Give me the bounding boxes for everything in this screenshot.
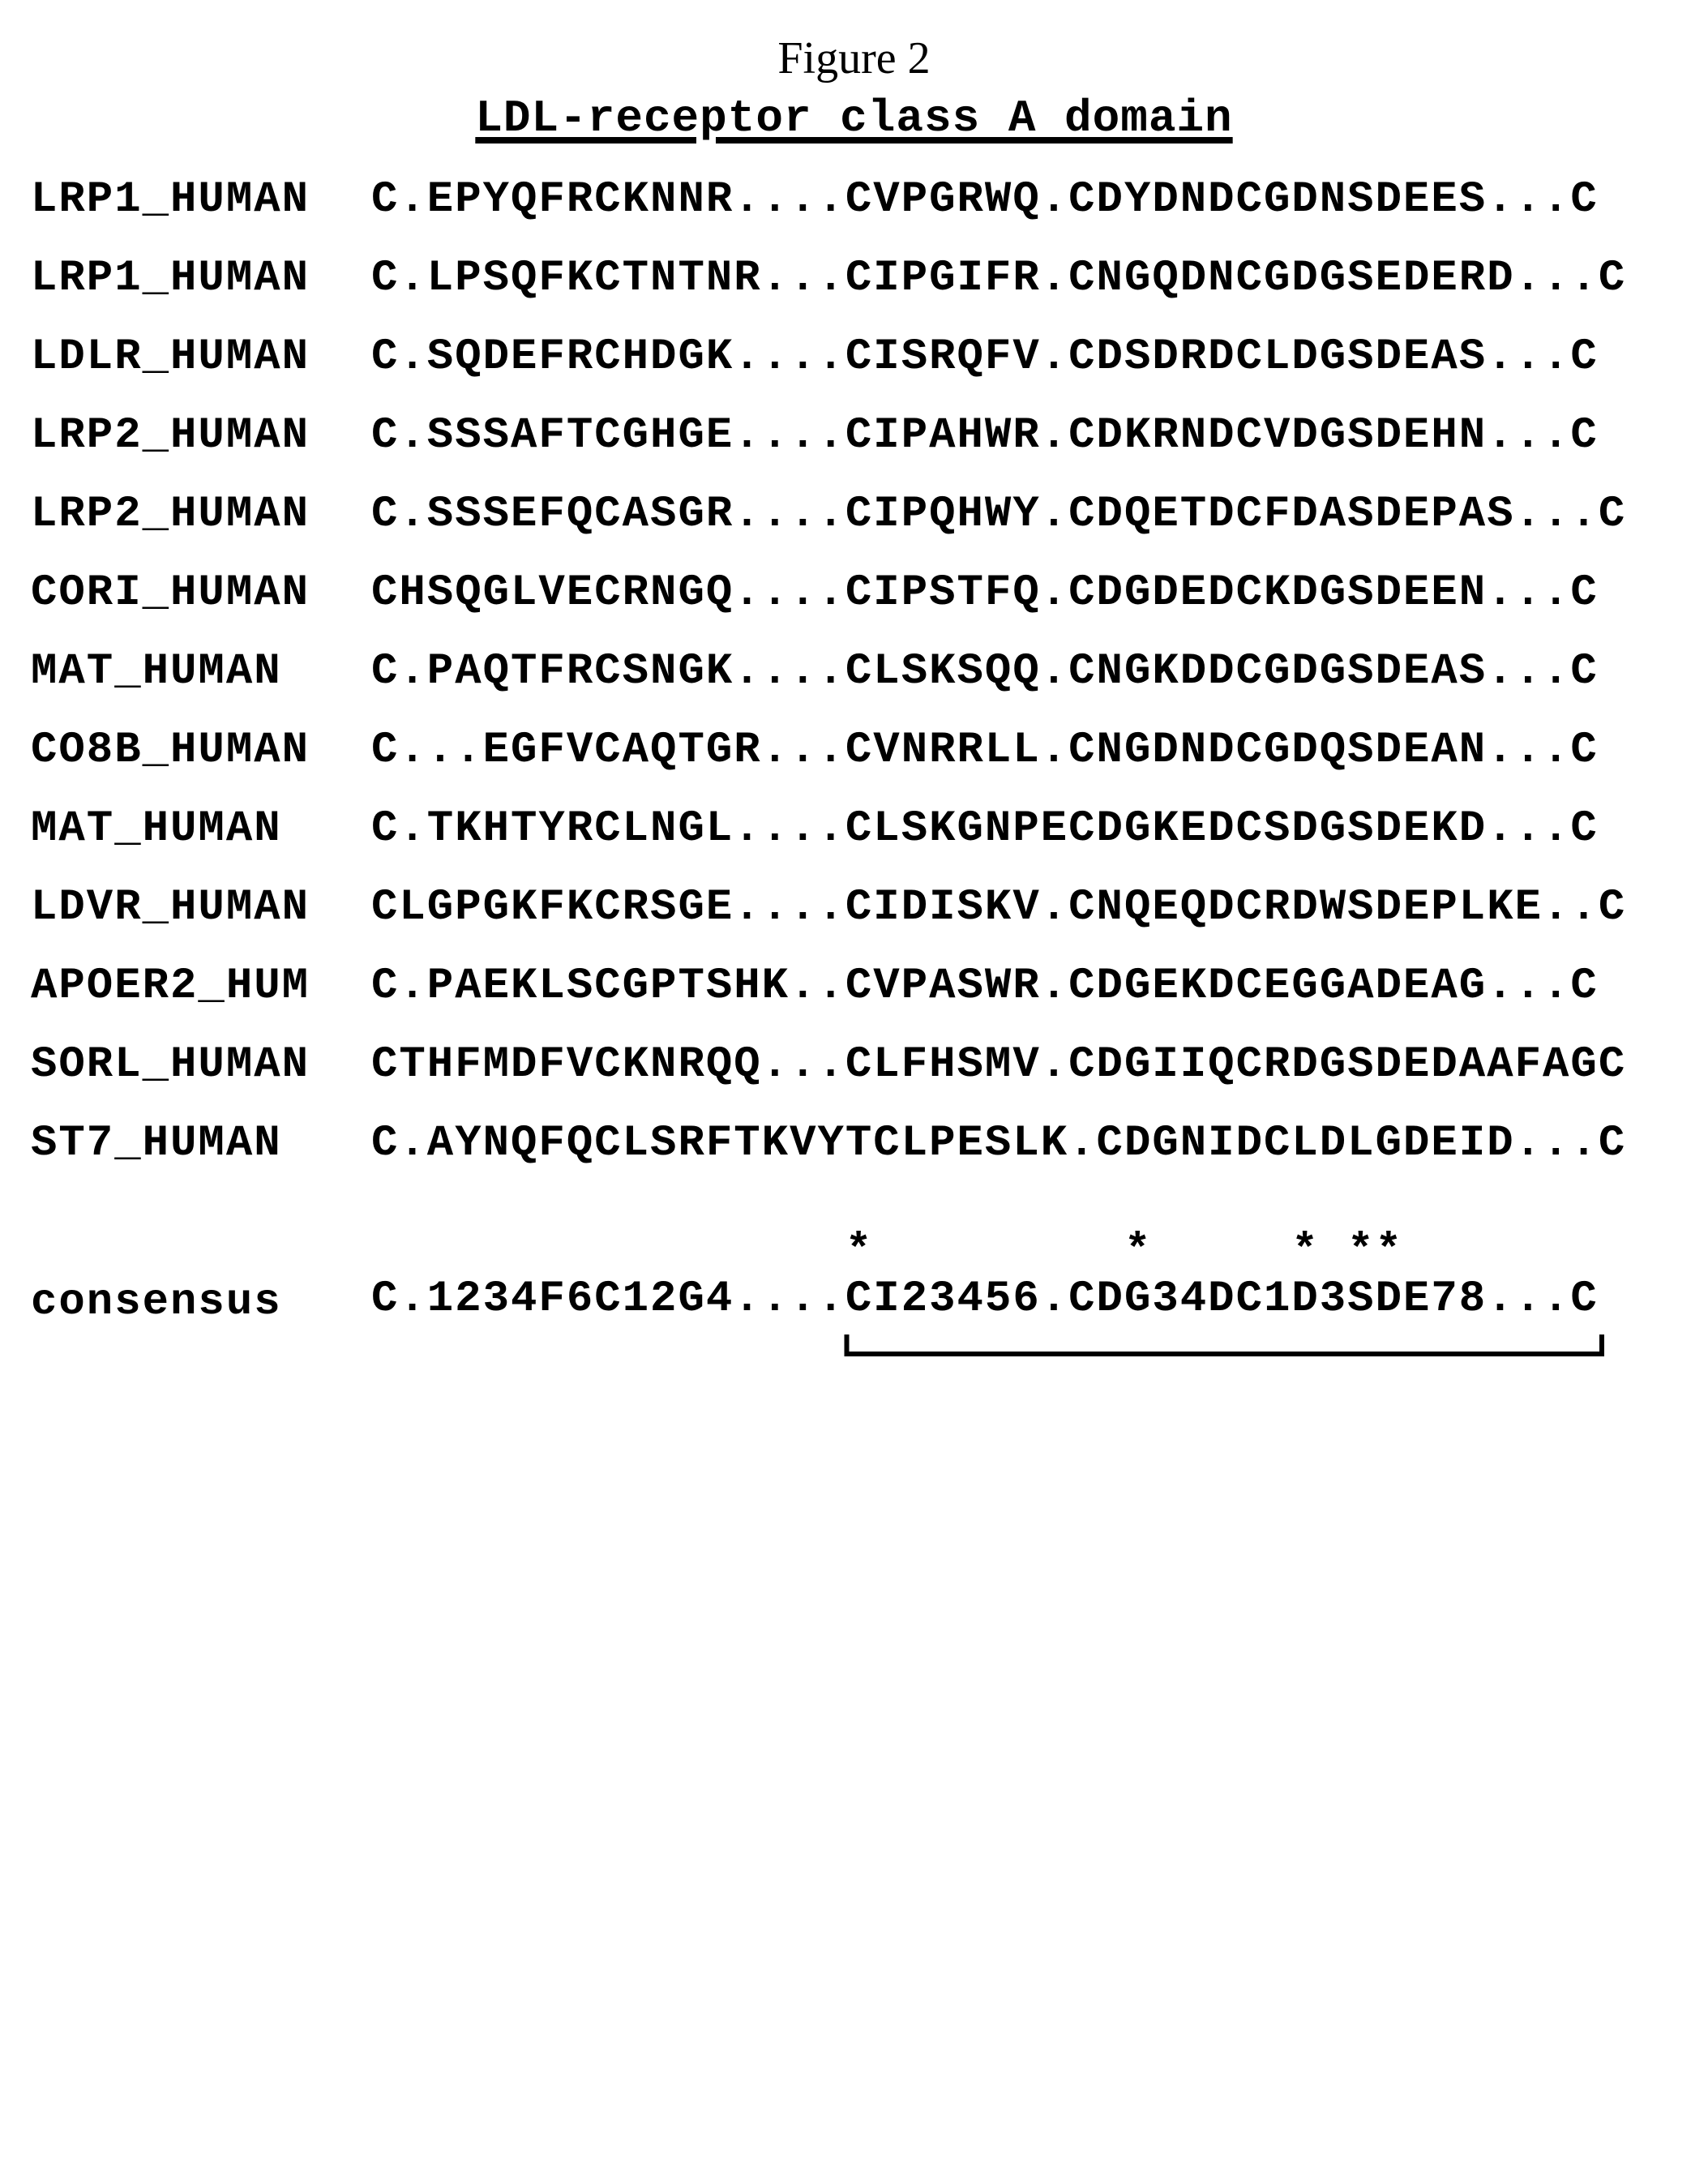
sequence-value: C.LPSQFKCTNTNR...CIPGIFR.CNGQDNCGDGSEDER… [365, 239, 1684, 318]
alignment-row: LDLR_HUMANC.SQDEFRCHDGK....CISRQFV.CDSDR… [24, 318, 1684, 396]
sequence-value: C.PAEKLSCGPTSHK..CVPASWR.CDGEKDCEGGADEAG… [365, 947, 1684, 1026]
figure-title: LDL-receptor class A domain [24, 92, 1684, 144]
sequence-name: LDLR_HUMAN [24, 318, 365, 396]
alignment-row: LDVR_HUMANCLGPGKFKCRSGE....CIDISKV.CNQEQ… [24, 868, 1684, 947]
sequence-value: C.PAQTFRCSNGK....CLSKSQQ.CNGKDDCGDGSDEAS… [365, 632, 1684, 711]
figure-label: Figure 2 [24, 32, 1684, 84]
sequence-name: LRP1_HUMAN [24, 161, 365, 239]
alignment-row: CO8B_HUMANC...EGFVCAQTGR...CVNRRLL.CNGDN… [24, 711, 1684, 790]
sequence-value: CTHFMDFVCKNRQQ...CLFHSMV.CDGIIQCRDGSDEDA… [365, 1026, 1684, 1104]
sequence-value: C.TKHTYRCLNGL....CLSKGNPECDGKEDCSDGSDEKD… [365, 790, 1684, 868]
consensus-value: C.1234F6C12G4....CI23456.CDG34DC1D3SDE78… [371, 1274, 1677, 1326]
sequence-value: C.SQDEFRCHDGK....CISRQFV.CDSDRDCLDGSDEAS… [365, 318, 1684, 396]
consensus-cell: * * * ** C.1234F6C12G4....CI23456.CDG34D… [365, 1215, 1684, 1390]
sequence-value: CLGPGKFKCRSGE....CIDISKV.CNQEQDCRDWSDEPL… [365, 868, 1684, 947]
sequence-name: CO8B_HUMAN [24, 711, 365, 790]
sequence-value: CHSQGLVECRNGQ....CIPSTFQ.CDGDEDCKDGSDEEN… [365, 554, 1684, 632]
alignment-row: MAT_HUMANC.PAQTFRCSNGK....CLSKSQQ.CNGKDD… [24, 632, 1684, 711]
alignment-row: MAT_HUMANC.TKHTYRCLNGL....CLSKGNPECDGKED… [24, 790, 1684, 868]
sequence-name: MAT_HUMAN [24, 632, 365, 711]
sequence-name: APOER2_HUM [24, 947, 365, 1026]
alignment-row: ST7_HUMANC.AYNQFQCLSRFTKVYTCLPESLK.CDGNI… [24, 1104, 1684, 1183]
alignment-row: LRP1_HUMANC.EPYQFRCKNNR....CVPGRWQ.CDYDN… [24, 161, 1684, 239]
consensus-name: consensus [24, 1215, 365, 1390]
sequence-name: ST7_HUMAN [24, 1104, 365, 1183]
consensus-marks: * * * ** [371, 1230, 1677, 1274]
sequence-value: C.AYNQFQCLSRFTKVYTCLPESLK.CDGNIDCLDLGDEI… [365, 1104, 1684, 1183]
sequence-name: LRP2_HUMAN [24, 396, 365, 475]
alignment-table: LRP1_HUMANC.EPYQFRCKNNR....CVPGRWQ.CDYDN… [24, 161, 1684, 1390]
spacer-row [24, 1183, 1684, 1215]
alignment-row: LRP2_HUMANC.SSSAFTCGHGE....CIPAHWR.CDKRN… [24, 396, 1684, 475]
sequence-name: LRP2_HUMAN [24, 475, 365, 554]
sequence-name: SORL_HUMAN [24, 1026, 365, 1104]
alignment-row: LRP2_HUMANC.SSSEFQCASGR....CIPQHWY.CDQET… [24, 475, 1684, 554]
alignment-row: APOER2_HUMC.PAEKLSCGPTSHK..CVPASWR.CDGEK… [24, 947, 1684, 1026]
sequence-value: C.SSSEFQCASGR....CIPQHWY.CDQETDCFDASDEPA… [365, 475, 1684, 554]
sequence-value: C.EPYQFRCKNNR....CVPGRWQ.CDYDNDCGDNSDEES… [365, 161, 1684, 239]
alignment-row: LRP1_HUMANC.LPSQFKCTNTNR...CIPGIFR.CNGQD… [24, 239, 1684, 318]
alignment-row: SORL_HUMANCTHFMDFVCKNRQQ...CLFHSMV.CDGII… [24, 1026, 1684, 1104]
sequence-value: C...EGFVCAQTGR...CVNRRLL.CNGDNDCGDQSDEAN… [365, 711, 1684, 790]
sequence-name: LRP1_HUMAN [24, 239, 365, 318]
consensus-bracket-icon [371, 1331, 1618, 1372]
sequence-name: MAT_HUMAN [24, 790, 365, 868]
alignment-row: CORI_HUMANCHSQGLVECRNGQ....CIPSTFQ.CDGDE… [24, 554, 1684, 632]
sequence-name: CORI_HUMAN [24, 554, 365, 632]
consensus-row: consensus * * * ** C.1234F6C12G4....CI23… [24, 1215, 1684, 1390]
sequence-name: LDVR_HUMAN [24, 868, 365, 947]
sequence-value: C.SSSAFTCGHGE....CIPAHWR.CDKRNDCVDGSDEHN… [365, 396, 1684, 475]
